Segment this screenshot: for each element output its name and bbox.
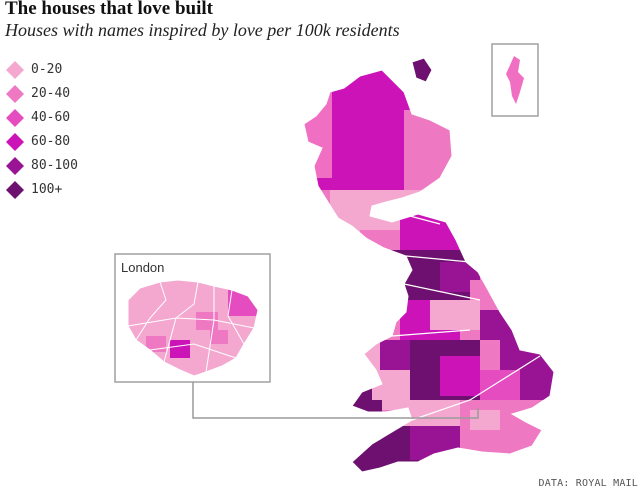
legend-swatch-diamond — [6, 85, 24, 103]
legend-swatch-diamond — [6, 61, 24, 79]
legend-swatch-diamond — [6, 157, 24, 175]
legend-item-100-plus: 100+ — [5, 180, 115, 202]
legend-label: 0-20 — [31, 62, 63, 77]
legend-item-20-40: 20-40 — [5, 84, 115, 106]
legend-label: 40-60 — [31, 110, 71, 125]
legend-label: 100+ — [31, 182, 63, 197]
great-britain-outline — [303, 57, 555, 473]
shetland-islands — [506, 56, 524, 104]
london-borough-boundaries — [127, 279, 259, 377]
london-connector-line — [192, 382, 479, 419]
legend-item-40-60: 40-60 — [5, 108, 115, 130]
legend-label: 20-40 — [31, 86, 71, 101]
source-credit: DATA: ROYAL MAIL — [538, 478, 638, 489]
legend-swatch-diamond — [6, 181, 24, 199]
legend-item-0-20: 0-20 — [5, 60, 115, 82]
legend-swatch-diamond — [6, 109, 24, 127]
chart-subtitle: Houses with names inspired by love per 1… — [5, 20, 400, 40]
legend-swatch-diamond — [6, 133, 24, 151]
legend-item-60-80: 60-80 — [5, 132, 115, 154]
chart-title: The houses that love built — [5, 0, 213, 19]
legend-label: 60-80 — [31, 134, 71, 149]
london-inset-label: London — [121, 260, 165, 275]
legend-item-80-100: 80-100 — [5, 156, 115, 178]
legend-label: 80-100 — [31, 158, 78, 173]
region-boundaries — [371, 179, 541, 421]
